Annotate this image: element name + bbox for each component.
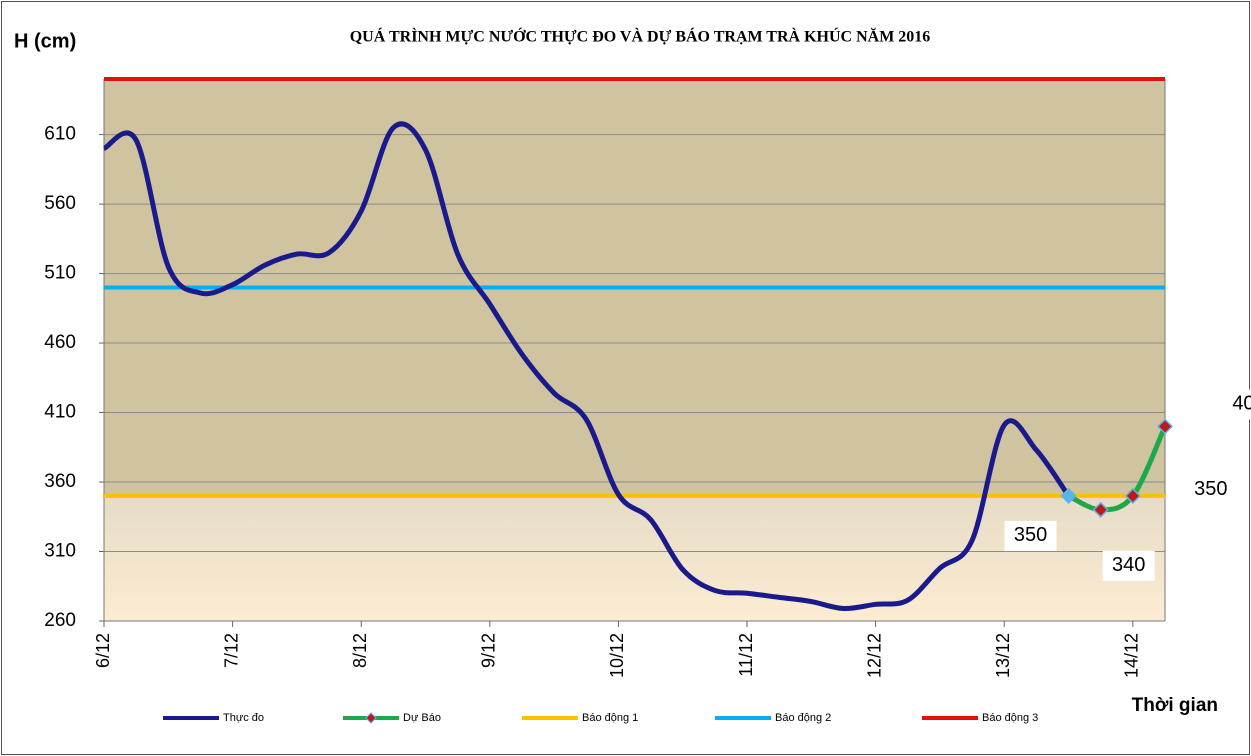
x-tick-label: 12/12 [864, 633, 884, 678]
x-tick-label: 8/12 [350, 633, 370, 668]
plot-area-low [104, 495, 1165, 621]
forecast-marker [1156, 418, 1174, 435]
x-tick-label: 14/12 [1122, 633, 1142, 678]
value-label: 400 [1232, 393, 1251, 415]
y-tick-label: 560 [44, 193, 76, 214]
y-tick-label: 360 [44, 471, 76, 492]
value-label-bg [1004, 520, 1057, 551]
y-tick-label: 510 [44, 263, 76, 284]
x-tick-label: 10/12 [607, 633, 627, 678]
y-axis-label: H (cm) [14, 30, 76, 52]
y-tick-label: 410 [44, 402, 76, 423]
y-tick-label: 460 [44, 332, 76, 353]
x-tick-label: 11/12 [736, 633, 756, 677]
x-axis-label: Thời gian [1132, 695, 1218, 716]
forecast-marker [1124, 487, 1141, 504]
legend-label: Báo động 1 [582, 712, 638, 724]
legend-label: Dự Báo [403, 712, 441, 724]
x-tick-label: 9/12 [479, 633, 499, 668]
value-label: 350 [1194, 478, 1227, 500]
value-label-bg [1223, 389, 1251, 420]
x-tick-label: 6/12 [93, 633, 113, 668]
legend-label: Báo động 2 [775, 712, 831, 724]
forecast-marker [1060, 487, 1077, 504]
series-line [1067, 425, 1168, 513]
value-label-bg [1102, 550, 1155, 581]
forecast-marker [1092, 501, 1109, 518]
value-label: 340 [1112, 554, 1145, 576]
legend-marker [365, 712, 377, 724]
legend-label: Báo động 3 [982, 712, 1038, 724]
legend-label: Thực đo [223, 712, 264, 724]
chart-title: QUÁ TRÌNH MỰC NƯỚC THỰC ĐO VÀ DỰ BÁO TRẠ… [350, 27, 931, 46]
value-label: 350 [1014, 524, 1047, 546]
x-tick-label: 7/12 [221, 633, 241, 668]
y-tick-label: 310 [44, 541, 76, 562]
y-tick-label: 260 [44, 610, 76, 631]
series-line [102, 121, 1071, 612]
x-tick-label: 13/12 [993, 633, 1013, 678]
value-label-bg [1184, 474, 1237, 505]
y-tick-label: 610 [44, 124, 76, 145]
